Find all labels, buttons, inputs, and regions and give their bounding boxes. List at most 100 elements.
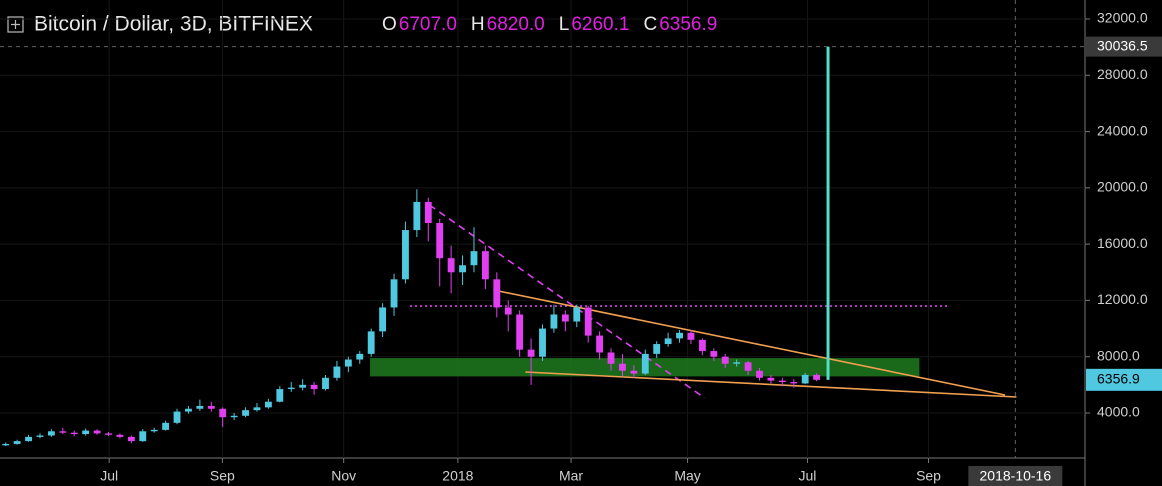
candle-body: [82, 430, 90, 435]
candle-body: [493, 279, 501, 308]
candle-body: [721, 356, 729, 364]
x-tick-label: 2018: [442, 468, 473, 484]
candle-body: [162, 422, 170, 430]
y-tick-label: 24000.0: [1097, 122, 1148, 138]
candle-body: [196, 405, 204, 409]
candle-body: [253, 407, 261, 411]
candle-body: [13, 441, 21, 444]
candle-body: [630, 370, 638, 374]
ohlc-value: 6260.1: [571, 14, 629, 35]
candle-body: [698, 339, 706, 352]
candle-body: [504, 307, 512, 315]
candle-body: [2, 443, 10, 446]
candle-body: [390, 279, 398, 308]
y-tick-label: 28000.0: [1097, 66, 1148, 82]
candle-body: [127, 436, 135, 442]
ohlc-key: C: [643, 14, 657, 35]
candle-body: [333, 366, 341, 378]
trend-line: [428, 204, 706, 399]
candle-body: [207, 405, 215, 409]
candle-body: [539, 328, 546, 357]
candle-body: [344, 359, 352, 367]
candle-body: [59, 431, 67, 433]
candle-body: [413, 201, 421, 231]
candle-body: [801, 374, 809, 384]
candle-body: [676, 332, 683, 339]
x-tick-label: Nov: [331, 468, 356, 484]
y-tick-label: 12000.0: [1097, 291, 1148, 307]
ohlc-key: L: [559, 14, 570, 35]
y-tick-label: 4000.0: [1097, 404, 1140, 420]
candle-body: [116, 434, 124, 437]
candle-body: [424, 201, 432, 224]
date-label-box: [968, 466, 1063, 486]
candle-body: [379, 307, 387, 332]
candle-body: [596, 335, 604, 353]
candle-body: [481, 251, 489, 280]
candle-body: [607, 352, 615, 364]
price-label-box: [1086, 36, 1162, 57]
ohlc-key: O: [382, 14, 397, 35]
y-tick-label: 16000.0: [1097, 235, 1148, 251]
candle-body: [561, 314, 569, 322]
candle-body: [436, 223, 444, 259]
candle-body: [550, 314, 558, 329]
last-price-box: [1086, 368, 1162, 391]
candle-body: [25, 436, 32, 442]
candle-body: [287, 387, 295, 390]
candle-body: [185, 408, 192, 412]
candle-body: [402, 230, 409, 280]
candle-body: [767, 377, 775, 381]
ohlc-value: 6707.0: [399, 14, 457, 35]
candle-body: [790, 382, 798, 384]
ohlc-value: 6356.9: [659, 14, 717, 35]
date-label: 2018-10-16: [980, 468, 1052, 484]
candle-body: [47, 431, 55, 436]
x-tick-label: Sep: [210, 468, 235, 484]
candle-body: [93, 430, 101, 434]
chart-title: Bitcoin / Dollar, 3D, BITFINEX: [34, 13, 313, 36]
price-label: 30036.5: [1097, 37, 1148, 53]
toggle-icon-plus: [11, 20, 20, 29]
candle-body: [459, 265, 466, 273]
candle-body: [516, 314, 524, 350]
candle-body: [70, 432, 78, 435]
candle-body: [105, 433, 112, 435]
ohlc-value: 6820.0: [487, 14, 545, 35]
candle-body: [584, 307, 592, 336]
candle-body: [527, 349, 535, 357]
candle-body: [641, 353, 649, 374]
candle-body: [813, 374, 821, 380]
ohlc-key: H: [471, 14, 485, 35]
candle-body: [139, 431, 147, 442]
candle-body: [322, 377, 329, 390]
candle-body: [219, 408, 227, 418]
candle-body: [447, 258, 455, 273]
candle-body: [744, 362, 752, 371]
candle-body: [36, 435, 44, 437]
toggle-icon[interactable]: [7, 16, 24, 33]
candle-body: [653, 344, 661, 354]
candle-body: [756, 370, 763, 378]
candle-body: [367, 331, 375, 354]
candle-body: [276, 389, 284, 402]
plot-area: [0, 0, 1085, 458]
y-tick-label: 20000.0: [1097, 179, 1148, 195]
candle-body: [733, 362, 741, 364]
candle-body: [778, 380, 786, 383]
x-tick-label: May: [674, 468, 700, 484]
candle-body: [710, 351, 718, 357]
last-price-label: 6356.9: [1097, 371, 1140, 387]
candle-body: [470, 251, 478, 266]
trend-line: [525, 371, 1017, 398]
candle-body: [573, 307, 581, 322]
candle-body: [687, 332, 695, 340]
candle-body: [299, 384, 307, 388]
candle-body: [619, 363, 626, 371]
candle-body: [173, 411, 181, 423]
x-tick-label: Jul: [100, 468, 118, 484]
candle-body: [150, 429, 158, 432]
x-tick-label: Jul: [799, 468, 817, 484]
